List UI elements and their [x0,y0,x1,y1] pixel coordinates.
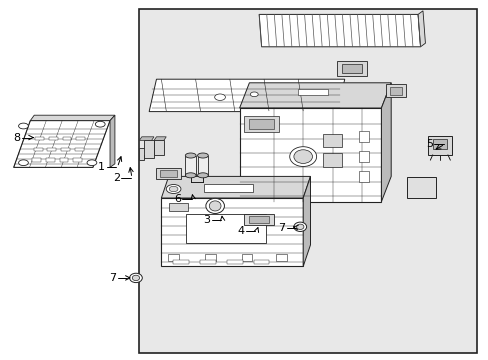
Bar [168,254,179,261]
Bar [156,168,181,179]
Bar [386,85,405,97]
Polygon shape [259,14,420,47]
Bar [160,170,177,177]
Bar [204,254,215,261]
Bar [226,260,242,264]
Bar [47,148,56,151]
Bar [197,156,208,175]
Polygon shape [149,79,344,112]
Bar [204,184,253,192]
Bar [359,131,368,142]
Bar [76,137,85,140]
Bar [168,203,188,211]
Polygon shape [139,137,154,140]
Polygon shape [110,115,115,167]
Ellipse shape [166,185,181,194]
Polygon shape [161,198,303,266]
Bar [73,158,82,162]
Bar [275,254,286,261]
Bar [322,153,342,167]
Bar [427,136,451,155]
Bar [322,134,342,147]
Bar [359,171,368,182]
Ellipse shape [214,94,225,100]
Ellipse shape [185,153,196,158]
Text: 1: 1 [98,162,105,172]
Bar [253,260,269,264]
Ellipse shape [250,92,258,97]
Ellipse shape [132,275,140,281]
Bar [244,214,273,225]
Polygon shape [154,140,163,155]
Ellipse shape [197,173,208,178]
Ellipse shape [19,123,28,129]
Bar [241,254,252,261]
Bar [185,156,196,175]
Text: 7: 7 [109,273,116,283]
Bar [200,260,215,264]
Bar [32,158,41,162]
Bar [35,137,44,140]
Ellipse shape [19,160,28,166]
Bar [61,148,70,151]
Bar [75,148,83,151]
Ellipse shape [197,153,208,158]
Polygon shape [239,108,381,202]
Polygon shape [30,115,115,121]
Ellipse shape [169,186,178,192]
Bar [389,87,402,95]
Text: 4: 4 [237,226,244,236]
Ellipse shape [296,224,304,230]
Polygon shape [161,176,310,198]
Bar [359,151,368,162]
Ellipse shape [209,201,221,211]
Ellipse shape [129,273,142,283]
Polygon shape [303,176,310,266]
Polygon shape [154,137,166,140]
Bar [244,116,278,132]
Bar [62,137,71,140]
Text: 5: 5 [425,139,432,149]
Polygon shape [144,140,154,158]
Bar [46,158,55,162]
Bar [34,148,42,151]
Polygon shape [139,148,151,160]
Text: 7: 7 [277,222,285,233]
Polygon shape [14,121,110,167]
Bar [185,214,265,243]
Text: 3: 3 [203,215,210,225]
Ellipse shape [289,147,316,167]
Ellipse shape [293,150,312,163]
Ellipse shape [185,173,196,178]
Bar [49,137,58,140]
Bar [342,64,361,73]
Bar [173,260,188,264]
Ellipse shape [87,160,97,166]
Text: 8: 8 [13,132,20,143]
Bar [406,177,435,198]
Bar [60,158,68,162]
Bar [337,61,366,76]
Bar [298,89,327,95]
Text: 6: 6 [174,194,181,204]
Polygon shape [381,83,390,202]
Bar [139,9,476,353]
Polygon shape [239,83,390,108]
Bar [432,139,446,149]
Ellipse shape [205,198,224,213]
Polygon shape [417,11,425,47]
Text: 2: 2 [112,173,120,183]
Bar [248,216,269,223]
Bar [249,119,273,129]
Ellipse shape [95,121,105,127]
Ellipse shape [293,222,306,231]
